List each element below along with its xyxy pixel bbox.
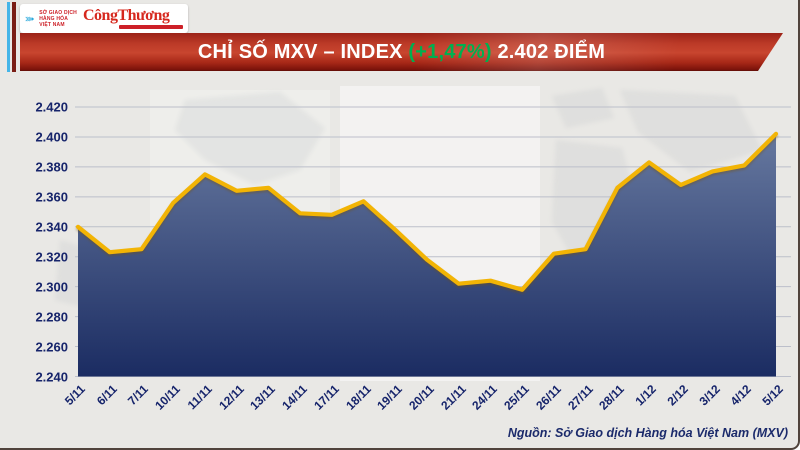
- congthuong-logo-bar: [119, 25, 183, 29]
- chart-title: CHỈ SỐ MXV – INDEX (+1,47%) 2.402 ĐIỂM: [20, 33, 783, 71]
- area-fill: [78, 133, 776, 377]
- mxv-logo-text: SỞ GIAO DỊCH HÀNG HÓA VIỆT NAM: [39, 9, 77, 28]
- logo-box: SỞ GIAO DỊCH HÀNG HÓA VIỆT NAM CôngThươn…: [20, 4, 188, 33]
- y-tick-label: 2.380: [35, 159, 68, 175]
- y-tick-label: 2.240: [35, 369, 68, 384]
- congthuong-logo-text: CôngThương: [83, 7, 170, 24]
- y-tick-label: 2.280: [35, 309, 68, 325]
- y-tick-label: 2.360: [35, 189, 68, 205]
- y-tick-label: 2.300: [35, 279, 68, 295]
- mxv-logo-icon: [25, 16, 35, 21]
- left-accent-stripe-maroon: [12, 2, 16, 72]
- y-tick-label: 2.320: [35, 249, 68, 265]
- congthuong-logo: CôngThương: [83, 8, 183, 29]
- left-accent-stripe-cyan: [7, 2, 10, 72]
- title-change-percent: (+1,47%): [408, 41, 492, 63]
- y-tick-label: 2.420: [35, 99, 68, 115]
- y-tick-label: 2.260: [35, 339, 68, 355]
- title-value: 2.402 ĐIỂM: [491, 41, 606, 63]
- y-tick-label: 2.400: [35, 129, 68, 145]
- title-banner: CHỈ SỐ MXV – INDEX (+1,47%) 2.402 ĐIỂM: [20, 33, 783, 71]
- y-tick-label: 2.340: [35, 219, 68, 235]
- index-line: [75, 131, 779, 292]
- title-prefix: CHỈ SỐ MXV – INDEX: [197, 41, 409, 63]
- source-note: Nguồn: Sở Giao dịch Hàng hóa Việt Nam (M…: [507, 426, 788, 440]
